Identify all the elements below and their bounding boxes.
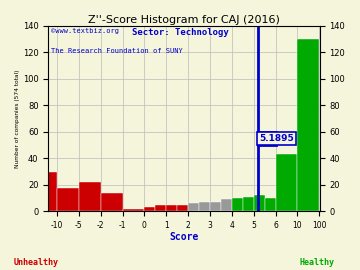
Bar xyxy=(122,209,144,211)
Bar xyxy=(265,198,275,211)
Text: The Research Foundation of SUNY: The Research Foundation of SUNY xyxy=(51,48,183,54)
Bar xyxy=(254,195,265,211)
Bar xyxy=(199,202,210,211)
Title: Z''-Score Histogram for CAJ (2016): Z''-Score Histogram for CAJ (2016) xyxy=(88,15,280,25)
Bar xyxy=(297,39,319,211)
Bar xyxy=(57,188,79,211)
Bar xyxy=(48,172,57,211)
Bar xyxy=(210,202,221,211)
X-axis label: Score: Score xyxy=(169,231,199,241)
Text: ©www.textbiz.org: ©www.textbiz.org xyxy=(51,28,119,34)
Bar xyxy=(188,203,199,211)
Bar xyxy=(156,205,166,211)
Text: Healthy: Healthy xyxy=(299,258,334,266)
Bar xyxy=(101,193,122,211)
Bar xyxy=(232,198,243,211)
Text: Unhealthy: Unhealthy xyxy=(14,258,58,266)
Y-axis label: Number of companies (574 total): Number of companies (574 total) xyxy=(15,69,20,168)
Bar xyxy=(144,207,156,211)
Bar xyxy=(221,200,232,211)
Bar xyxy=(275,154,297,211)
Bar xyxy=(177,205,188,211)
Text: Sector: Technology: Sector: Technology xyxy=(132,28,228,37)
Bar xyxy=(79,182,101,211)
Bar xyxy=(166,205,177,211)
Text: 5.1895: 5.1895 xyxy=(259,134,294,143)
Bar xyxy=(243,197,254,211)
